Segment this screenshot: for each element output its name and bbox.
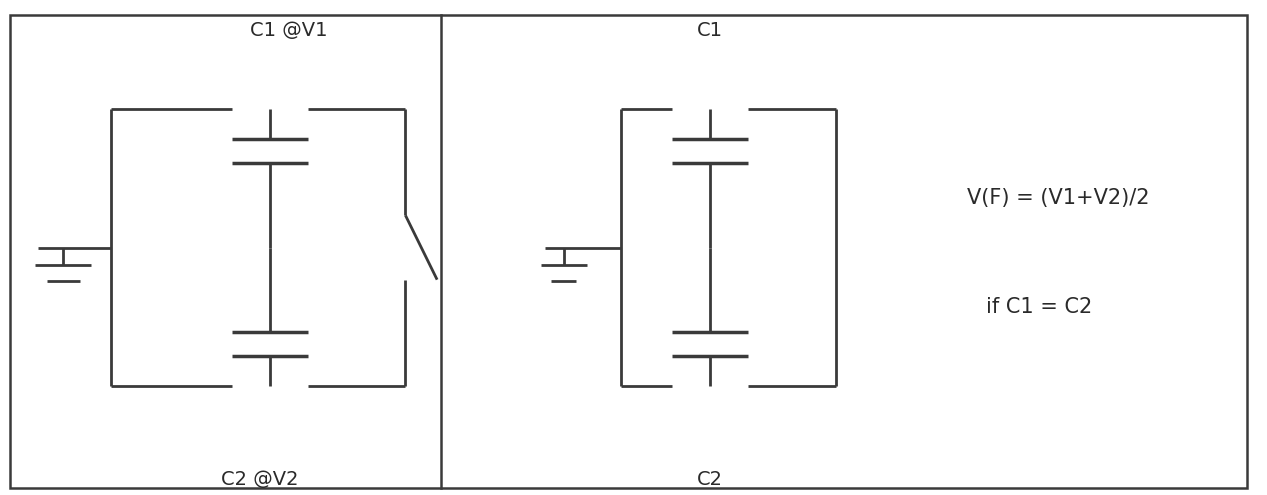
Text: C2: C2 [697,470,722,489]
Text: C2 @V2: C2 @V2 [220,470,299,489]
Text: V(F) = (V1+V2)/2: V(F) = (V1+V2)/2 [967,188,1149,208]
Text: C1: C1 [697,21,722,40]
Text: C1 @V1: C1 @V1 [250,21,328,40]
Text: if C1 = C2: if C1 = C2 [986,297,1092,317]
